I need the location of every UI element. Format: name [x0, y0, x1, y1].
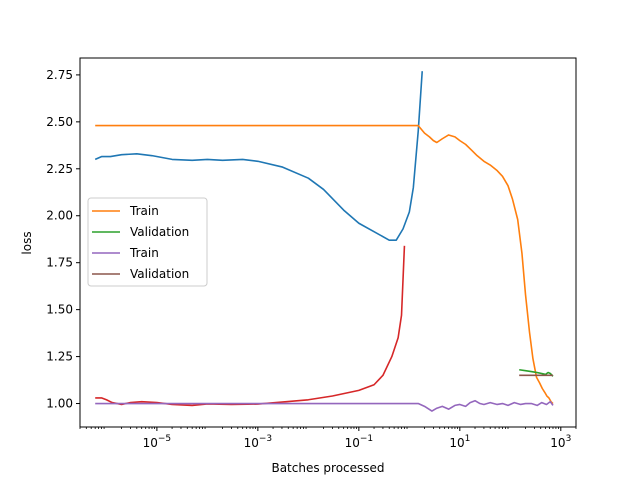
legend-label: Train [129, 204, 159, 218]
plot-lines [94, 71, 554, 412]
y-axis-label: loss [20, 231, 34, 254]
x-tick-label: 10−3 [244, 434, 273, 450]
y-tick-label: 1.75 [46, 256, 73, 270]
x-tick-label: 103 [550, 434, 571, 450]
x-axis: 10−5 10−3 10−1 101 103 [79, 427, 577, 450]
legend-label: Train [129, 246, 159, 260]
y-tick-label: 1.00 [46, 397, 73, 411]
y-tick-label: 2.25 [46, 162, 73, 176]
series-line-5 [95, 399, 554, 412]
y-tick-label: 2.50 [46, 115, 73, 129]
legend-box [87, 197, 208, 287]
x-tick-label: 101 [449, 434, 470, 450]
y-axis: 1.00 1.25 1.50 1.75 2.00 2.25 2.50 2.75 [46, 68, 80, 411]
legend-label: Validation [130, 225, 189, 239]
legend-label: Validation [130, 267, 189, 281]
y-tick-label: 1.25 [46, 350, 73, 364]
legend: Train Validation Train Validation [87, 197, 208, 287]
y-tick-label: 2.75 [46, 68, 73, 82]
series-line-1 [94, 71, 424, 241]
x-axis-label: Batches processed [271, 461, 384, 475]
y-tick-label: 1.50 [46, 303, 73, 317]
x-tick-label: 10−1 [345, 434, 374, 450]
x-tick-label: 10−5 [143, 434, 172, 450]
series-line-3 [519, 368, 554, 377]
axes-frame [79, 57, 577, 428]
y-tick-label: 2.00 [46, 209, 73, 223]
series-line-2 [95, 124, 554, 405]
